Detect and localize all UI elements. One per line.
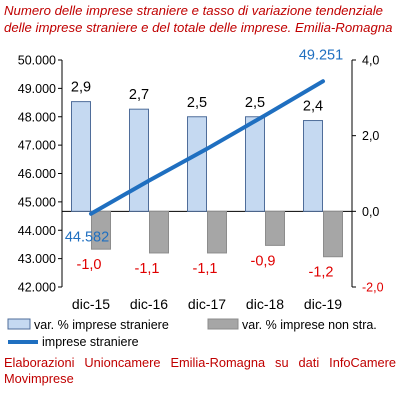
- y-left-tick-label: 42.000: [18, 281, 56, 295]
- title-line-1: Numero delle imprese straniere e tasso d…: [4, 3, 383, 18]
- bar-non-stra-label: -1,1: [135, 261, 160, 277]
- line-label-first: 44.582: [65, 230, 109, 246]
- bar-non-stra: [91, 210, 111, 250]
- bar-non-stra: [149, 210, 169, 254]
- line-imprese-straniere: [89, 79, 325, 216]
- x-tick-label: dic-18: [246, 296, 284, 312]
- bar-stranieri-label: 2,9: [71, 80, 91, 96]
- bar-stranieri-label: 2,5: [187, 95, 207, 111]
- source-word: dati: [298, 355, 320, 370]
- y-right-tick-label: -2,0: [362, 281, 384, 295]
- source-line-1: Elaborazioni Unioncamere Emilia-Romagna …: [4, 355, 396, 371]
- y-left-tick-label: 43.000: [18, 252, 56, 266]
- y-left-tick-label: 46.000: [18, 167, 56, 181]
- y-left-tick-label: 49.000: [18, 82, 56, 96]
- y-left-tick-label: 44.000: [18, 224, 56, 238]
- title-line-2: delle imprese straniere e del totale del…: [4, 20, 393, 35]
- bar-stranieri-label: 2,4: [303, 99, 323, 115]
- source-line-2: Movimprese: [4, 371, 74, 386]
- x-tick-label: dic-16: [130, 296, 168, 312]
- y-left-tick-label: 47.000: [18, 139, 56, 153]
- bar-non-stra-label: -1,2: [309, 265, 334, 281]
- y-right-tick-label: 4,0: [362, 54, 379, 68]
- bar-stranieri: [71, 101, 91, 212]
- chart: 42.000 43.000 44.000 45.000 46.000 47.000 48.0…: [7, 47, 384, 349]
- bar-stranieri-label: 2,5: [245, 95, 265, 111]
- line-label-last: 49.251: [299, 47, 343, 63]
- x-tick-label: dic-19: [304, 296, 342, 312]
- x-tick-label: dic-17: [188, 296, 226, 312]
- x-tick-label: dic-15: [72, 296, 110, 312]
- bar-stranieri-label: 2,7: [129, 87, 149, 103]
- y-right-tick-label: 0,0: [362, 205, 379, 219]
- source-word: Elaborazioni: [4, 355, 75, 370]
- legend-label-non-stra: var. % imprese non stra.: [242, 318, 377, 332]
- legend-label-stranieri: var. % imprese straniere: [34, 318, 169, 332]
- y-left-tick-label: 45.000: [18, 195, 56, 209]
- source-word: Emilia-Romagna: [170, 355, 266, 370]
- legend-label-line: imprese straniere: [42, 335, 139, 349]
- source-word: InfoCamere: [329, 355, 396, 370]
- source-note: Elaborazioni Unioncamere Emilia-Romagna …: [4, 355, 396, 387]
- bar-stranieri: [245, 116, 265, 212]
- legend-swatch-non-stra: [207, 318, 239, 330]
- bar-non-stra-label: -1,0: [77, 257, 102, 273]
- bar-non-stra-label: -0,9: [251, 253, 276, 269]
- source-word: Unioncamere: [84, 355, 161, 370]
- y-left-tick-label: 48.000: [18, 110, 56, 124]
- bar-stranieri: [303, 120, 323, 212]
- y-right-tick-label: 2,0: [362, 129, 379, 143]
- chart-title: Numero delle imprese straniere e tasso d…: [4, 2, 396, 36]
- bar-non-stra-label: -1,1: [193, 261, 218, 277]
- y-left-tick-label: 50.000: [18, 54, 56, 68]
- legend-swatch-stranieri: [7, 318, 31, 330]
- bar-non-stra: [265, 210, 285, 246]
- bar-stranieri: [129, 108, 149, 212]
- source-word: su: [275, 355, 289, 370]
- bar-non-stra: [207, 210, 227, 254]
- bar-stranieri: [187, 116, 207, 212]
- bar-non-stra: [323, 210, 343, 258]
